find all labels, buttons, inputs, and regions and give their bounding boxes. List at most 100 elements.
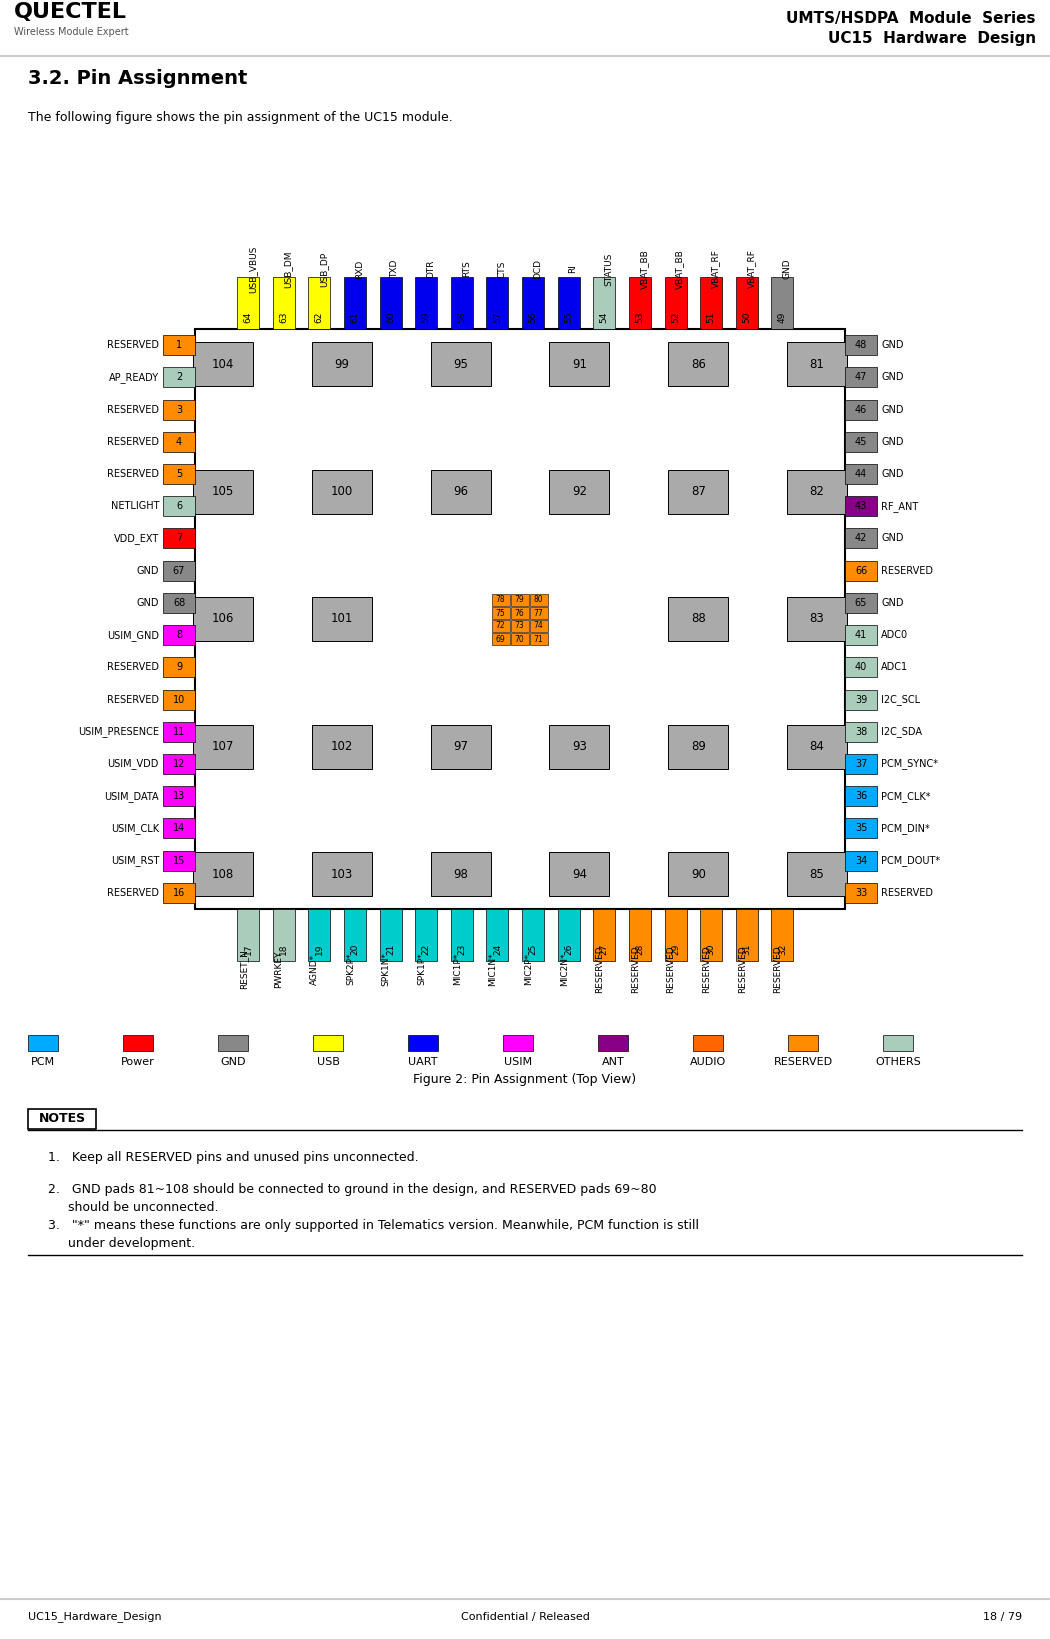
Text: 61: 61 xyxy=(351,311,359,323)
Text: 23: 23 xyxy=(457,944,466,954)
Bar xyxy=(312,597,372,641)
Bar xyxy=(430,469,490,513)
Text: 3.2. Pin Assignment: 3.2. Pin Assignment xyxy=(28,69,248,87)
Bar xyxy=(312,724,372,769)
Bar xyxy=(845,400,877,420)
Text: GND: GND xyxy=(881,598,903,608)
Bar xyxy=(163,690,195,710)
Bar xyxy=(668,724,729,769)
Text: USIM_RST: USIM_RST xyxy=(110,856,159,865)
Text: 46: 46 xyxy=(855,405,867,415)
Text: PWRKEY: PWRKEY xyxy=(275,951,284,988)
Text: OTHERS: OTHERS xyxy=(875,1057,921,1067)
Text: AP_READY: AP_READY xyxy=(109,372,159,384)
Bar xyxy=(344,910,365,960)
Bar xyxy=(558,277,580,329)
Text: 56: 56 xyxy=(528,311,538,323)
Bar xyxy=(736,277,758,329)
Text: 86: 86 xyxy=(691,357,706,370)
Text: TXD: TXD xyxy=(391,261,399,279)
Bar xyxy=(845,787,877,806)
Text: MIC2P*: MIC2P* xyxy=(524,952,533,985)
Text: 18 / 79: 18 / 79 xyxy=(983,1613,1022,1623)
Bar xyxy=(845,367,877,387)
Bar xyxy=(163,883,195,903)
Bar xyxy=(273,910,295,960)
Text: RF_ANT: RF_ANT xyxy=(881,502,919,511)
Text: 17: 17 xyxy=(244,944,252,956)
Text: 48: 48 xyxy=(855,341,867,351)
Text: 11: 11 xyxy=(173,726,185,738)
Text: RESERVED: RESERVED xyxy=(774,1057,833,1067)
Text: USB_VBUS: USB_VBUS xyxy=(248,246,257,293)
Bar xyxy=(408,1034,438,1051)
Text: SPK1P*: SPK1P* xyxy=(417,952,426,985)
Text: 100: 100 xyxy=(331,485,353,498)
Bar xyxy=(313,1034,343,1051)
Text: 101: 101 xyxy=(331,613,353,626)
Bar xyxy=(237,910,259,960)
Text: 21: 21 xyxy=(386,944,395,954)
Bar xyxy=(549,852,609,897)
Text: 76: 76 xyxy=(514,608,524,618)
Text: CTS: CTS xyxy=(498,261,506,277)
Text: ANT: ANT xyxy=(602,1057,625,1067)
Text: UMTS/HSDPA  Module  Series: UMTS/HSDPA Module Series xyxy=(786,10,1036,26)
Text: 6: 6 xyxy=(176,502,182,511)
Bar xyxy=(163,624,195,646)
Text: 40: 40 xyxy=(855,662,867,672)
Text: 20: 20 xyxy=(351,944,359,954)
Bar xyxy=(845,593,877,613)
Text: 67: 67 xyxy=(173,565,185,575)
Bar xyxy=(665,277,687,329)
Text: RESERVED: RESERVED xyxy=(107,888,159,898)
Text: 90: 90 xyxy=(691,867,706,880)
Text: PCM_SYNC*: PCM_SYNC* xyxy=(881,759,938,769)
Bar xyxy=(163,593,195,613)
Text: 14: 14 xyxy=(173,823,185,834)
Bar xyxy=(491,606,509,620)
Bar xyxy=(629,277,651,329)
Bar xyxy=(700,910,722,960)
Bar xyxy=(28,1110,96,1129)
Text: 81: 81 xyxy=(810,357,824,370)
Bar xyxy=(845,818,877,839)
Bar xyxy=(312,343,372,387)
Text: under development.: under development. xyxy=(48,1237,195,1251)
Text: RESERVED: RESERVED xyxy=(631,946,639,993)
Text: 103: 103 xyxy=(331,867,353,880)
Text: GND: GND xyxy=(881,372,903,382)
Text: GND: GND xyxy=(881,405,903,415)
Bar xyxy=(522,910,544,960)
Bar xyxy=(510,606,528,620)
Text: 65: 65 xyxy=(855,598,867,608)
Text: RESERVED: RESERVED xyxy=(107,469,159,479)
Bar xyxy=(845,497,877,516)
Bar xyxy=(845,561,877,580)
Text: 30: 30 xyxy=(707,944,716,956)
Text: RESERVED: RESERVED xyxy=(667,946,675,993)
Text: 85: 85 xyxy=(810,867,824,880)
Text: RESERVED: RESERVED xyxy=(774,946,782,993)
Bar xyxy=(163,431,195,452)
Text: 94: 94 xyxy=(572,867,587,880)
Text: USIM_VDD: USIM_VDD xyxy=(107,759,159,769)
Bar xyxy=(195,329,845,910)
Text: 38: 38 xyxy=(855,726,867,738)
Text: 25: 25 xyxy=(528,944,538,954)
Text: DTR: DTR xyxy=(426,259,435,279)
Text: 80: 80 xyxy=(533,595,543,605)
Text: 13: 13 xyxy=(173,792,185,801)
Bar xyxy=(486,910,508,960)
Text: 78: 78 xyxy=(496,595,505,605)
Text: 32: 32 xyxy=(778,944,786,954)
Text: PCM_DOUT*: PCM_DOUT* xyxy=(881,856,940,865)
Bar xyxy=(309,910,331,960)
Bar xyxy=(549,724,609,769)
Bar xyxy=(491,633,509,646)
Text: 7: 7 xyxy=(176,533,182,544)
Text: 10: 10 xyxy=(173,695,185,705)
Bar xyxy=(430,852,490,897)
Text: 39: 39 xyxy=(855,695,867,705)
Bar xyxy=(312,852,372,897)
